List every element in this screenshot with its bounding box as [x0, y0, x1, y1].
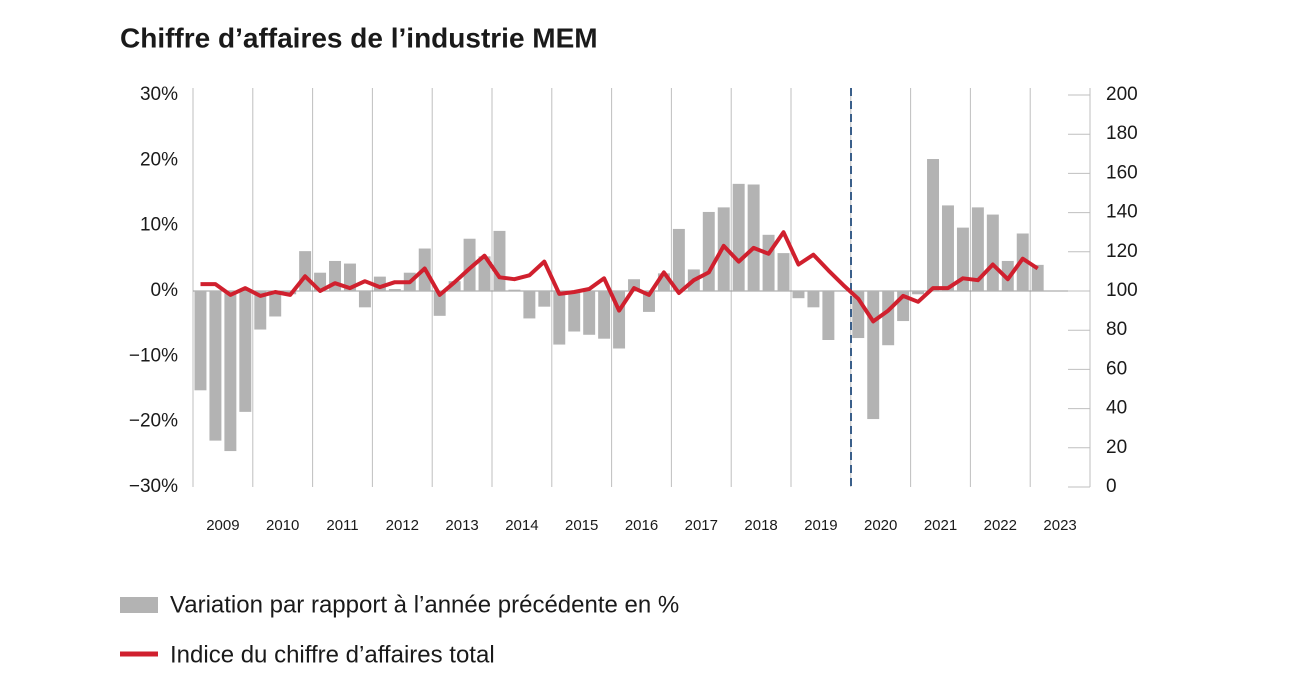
bar [553, 291, 566, 345]
y2-tick-label: 100 [1106, 280, 1138, 301]
y-tick-label: −10% [129, 345, 178, 366]
x-tick-label: 2017 [685, 517, 718, 534]
bar [912, 291, 925, 295]
bar [343, 263, 356, 291]
bar [508, 289, 521, 291]
bar [792, 291, 805, 299]
bar [882, 291, 895, 346]
bar [613, 291, 626, 349]
bar [867, 291, 880, 420]
bar [209, 291, 222, 441]
bar [224, 291, 237, 452]
y-tick-label: 10% [140, 215, 178, 236]
bar [269, 291, 282, 317]
x-tick-label: 2009 [206, 517, 239, 534]
x-tick-label: 2018 [744, 517, 777, 534]
bar [358, 291, 371, 308]
line [200, 230, 1039, 324]
legend-swatch [120, 597, 158, 613]
x-tick-label: 2023 [1043, 517, 1076, 534]
bar [927, 159, 940, 291]
bar [598, 291, 611, 339]
y2-tick-label: 40 [1106, 398, 1127, 419]
y2-tick-label: 80 [1106, 319, 1127, 340]
x-tick-label: 2019 [804, 517, 837, 534]
y-tick-label: −30% [129, 476, 178, 497]
x-tick-label: 2021 [924, 517, 957, 534]
x-tick-label: 2020 [864, 517, 897, 534]
bar [732, 183, 745, 291]
x-tick-label: 2015 [565, 517, 598, 534]
y2-tick-label: 200 [1106, 84, 1138, 105]
y-tick-label: 0% [151, 280, 179, 301]
y2-tick-label: 140 [1106, 202, 1138, 223]
legend-label: Indice du chiffre d’affaires total [170, 641, 495, 668]
bar [329, 260, 342, 291]
y-tick-label: 30% [140, 84, 178, 105]
y2-tick-label: 160 [1106, 162, 1138, 183]
legend-label: Variation par rapport à l’année précéden… [170, 591, 679, 618]
y2-tick-label: 20 [1106, 437, 1127, 458]
bar [807, 291, 820, 308]
bar [478, 256, 491, 291]
x-tick-label: 2022 [984, 517, 1017, 534]
y2-tick-label: 0 [1106, 476, 1117, 497]
bar [672, 228, 685, 291]
y-tick-label: −20% [129, 411, 178, 432]
bar [299, 251, 312, 291]
bar [822, 291, 835, 340]
bar [493, 230, 506, 291]
chart-title: Chiffre d’affaires de l’industrie MEM [120, 22, 598, 53]
y2-tick-label: 60 [1106, 358, 1127, 379]
bar [657, 273, 670, 291]
x-tick-label: 2010 [266, 517, 299, 534]
bar [628, 279, 641, 291]
bar [852, 291, 865, 339]
bar [971, 207, 984, 291]
y-tick-label: 20% [140, 149, 178, 170]
bar [702, 211, 715, 291]
y2-tick-label: 120 [1106, 241, 1138, 262]
bar [568, 291, 581, 332]
x-tick-label: 2014 [505, 517, 538, 534]
bar [463, 238, 476, 291]
bar [448, 281, 461, 291]
bar [388, 289, 401, 291]
bar [777, 253, 790, 291]
bar [956, 227, 969, 291]
x-tick-label: 2016 [625, 517, 658, 534]
x-tick-label: 2013 [445, 517, 478, 534]
bar [239, 291, 252, 412]
bar [1031, 264, 1044, 291]
bar [747, 184, 760, 291]
y2-tick-label: 180 [1106, 123, 1138, 144]
bar [941, 205, 954, 291]
bar [523, 291, 536, 319]
bar [762, 234, 775, 291]
bar [986, 214, 999, 291]
bar [538, 291, 551, 307]
x-tick-label: 2012 [386, 517, 419, 534]
bar [433, 291, 446, 316]
bar [897, 291, 910, 322]
bar [583, 291, 596, 335]
bar [1016, 233, 1029, 291]
bar [642, 291, 655, 312]
bar [314, 272, 327, 291]
x-tick-label: 2011 [326, 517, 358, 534]
bar [194, 291, 207, 391]
bar [373, 276, 386, 291]
bar [254, 291, 267, 330]
